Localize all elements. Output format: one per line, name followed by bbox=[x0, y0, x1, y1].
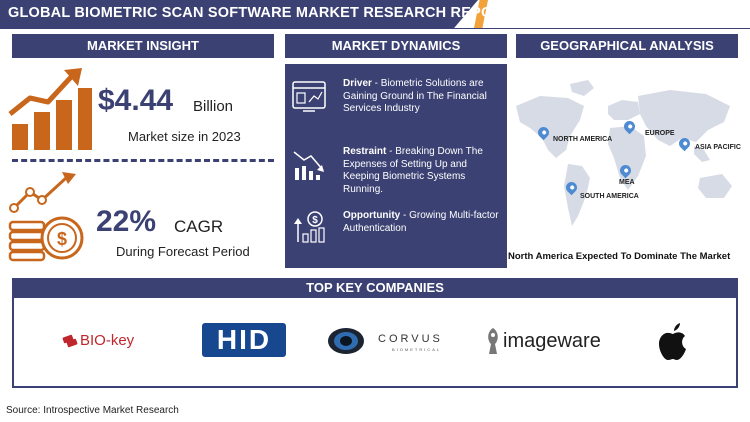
corvus-logo-subtitle: BIOMETRICAL bbox=[392, 347, 442, 352]
bio-key-logo-icon bbox=[62, 334, 78, 348]
europe-shape bbox=[608, 100, 640, 120]
market-size-value: $4.44 bbox=[98, 84, 174, 117]
greenland-shape bbox=[570, 80, 594, 96]
geographical-caption: North America Expected To Dominate The M… bbox=[508, 251, 731, 262]
cagr-label: CAGR bbox=[174, 217, 224, 236]
region-north-america: NORTH AMERICA bbox=[553, 136, 613, 143]
restraint-label: Restraint bbox=[343, 146, 387, 157]
svg-text:$: $ bbox=[57, 229, 67, 249]
restraint-description: - Breaking Down The Expenses of Setting … bbox=[343, 146, 483, 195]
driver-text: Driver - Biometric Solutions are Gaining… bbox=[343, 78, 503, 116]
south-america-shape bbox=[564, 164, 590, 226]
asia-shape bbox=[638, 90, 730, 146]
report-title: GLOBAL BIOMETRIC SCAN SOFTWARE MARKET RE… bbox=[8, 5, 513, 21]
corvus-logo-icon bbox=[328, 328, 364, 354]
title-rule bbox=[0, 28, 750, 29]
market-insight-header: MARKET INSIGHT bbox=[12, 34, 274, 58]
north-america-shape bbox=[516, 96, 584, 158]
growth-chart-icon bbox=[8, 68, 92, 150]
top-key-companies-header: TOP KEY COMPANIES bbox=[12, 278, 738, 298]
region-mea: MEA bbox=[619, 179, 635, 186]
title-bar bbox=[0, 0, 478, 28]
imageware-logo-icon bbox=[488, 328, 498, 354]
cagr-caption: During Forecast Period bbox=[116, 244, 250, 259]
corvus-logo: CORVUS bbox=[378, 333, 443, 345]
driver-label: Driver bbox=[343, 78, 372, 89]
opportunity-label: Opportunity bbox=[343, 210, 401, 221]
market-dynamics-header: MARKET DYNAMICS bbox=[285, 34, 507, 58]
southeast-asia-shape bbox=[694, 146, 710, 162]
coins-growth-icon: $ bbox=[8, 172, 84, 262]
geographical-analysis-header: GEOGRAPHICAL ANALYSIS bbox=[516, 34, 738, 58]
region-asia-pacific: ASIA PACIFIC bbox=[695, 144, 741, 151]
cagr-value: 22% bbox=[96, 205, 157, 238]
market-size-caption: Market size in 2023 bbox=[128, 129, 241, 144]
opportunity-description: - Growing Multi-factor Authentication bbox=[343, 210, 499, 234]
opportunity-text: Opportunity - Growing Multi-factor Authe… bbox=[343, 210, 503, 235]
imageware-logo: imageware bbox=[503, 330, 601, 352]
market-dynamics-panel: Driver - Biometric Solutions are Gaining… bbox=[285, 64, 507, 268]
bio-key-logo: BIO-key bbox=[80, 332, 135, 349]
australia-shape bbox=[698, 174, 732, 198]
restraint-text: Restraint - Breaking Down The Expenses o… bbox=[343, 146, 503, 196]
hid-logo: HID bbox=[202, 323, 286, 357]
world-map bbox=[516, 80, 732, 226]
region-south-america: SOUTH AMERICA bbox=[580, 193, 639, 200]
region-europe: EUROPE bbox=[645, 130, 675, 137]
dashboard-icon bbox=[292, 81, 326, 112]
opportunity-growth-icon: $ bbox=[294, 211, 325, 243]
market-size-unit: Billion bbox=[193, 98, 234, 115]
svg-text:$: $ bbox=[312, 215, 318, 226]
apple-logo-icon bbox=[659, 323, 686, 360]
declining-chart-icon bbox=[293, 151, 324, 180]
source-note: Source: Introspective Market Research bbox=[6, 405, 179, 416]
insight-divider bbox=[12, 159, 274, 162]
africa-shape bbox=[608, 126, 646, 190]
driver-description: - Biometric Solutions are Gaining Ground… bbox=[343, 78, 487, 114]
